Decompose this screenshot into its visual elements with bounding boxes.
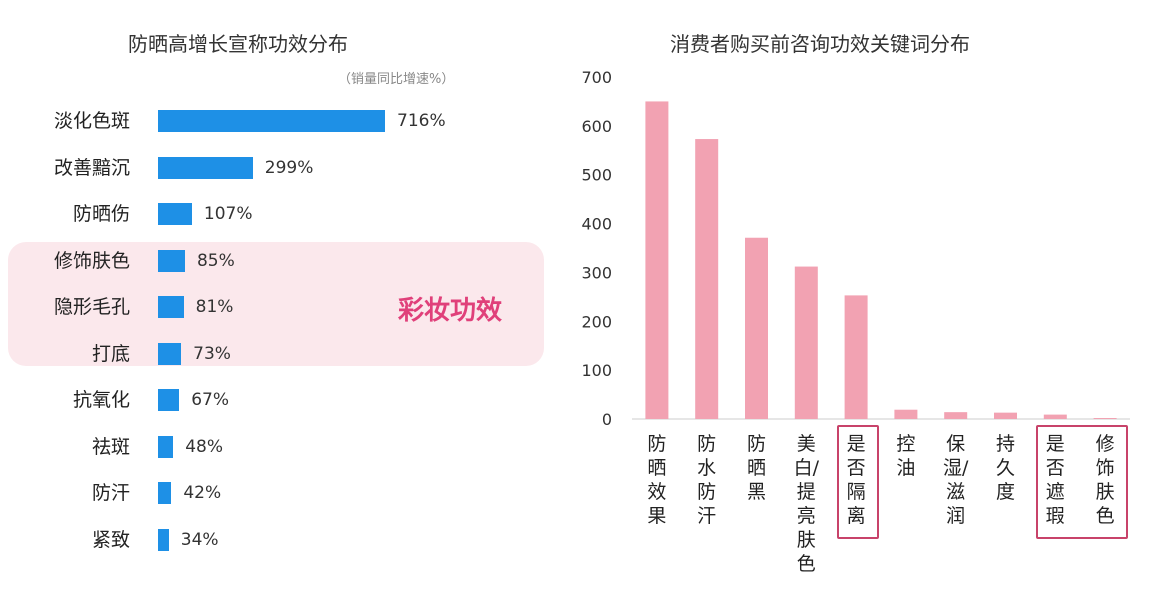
bar xyxy=(158,110,385,132)
category-label: 打底 xyxy=(91,342,130,365)
y-tick-label: 600 xyxy=(581,117,612,136)
left-chart-title: 防晒高增长宣称功效分布 xyxy=(128,32,348,56)
left-chart-panel: 防晒高增长宣称功效分布 （销量同比增速%） 彩妆功效 淡化色斑 716% 改善黯沉 2… xyxy=(0,0,570,598)
category-label: 改善黯沉 xyxy=(53,156,130,179)
bar xyxy=(1093,418,1117,419)
bar xyxy=(158,342,182,365)
bar xyxy=(158,389,180,411)
bar xyxy=(158,528,169,551)
category-label: 祛斑 xyxy=(91,435,130,458)
value-label: 299% xyxy=(264,157,314,178)
bar xyxy=(1043,414,1067,419)
highlight-band xyxy=(8,242,544,366)
bar xyxy=(158,249,185,272)
category-label: 防汗 xyxy=(91,482,130,504)
x-category-label: 修饰肤色 xyxy=(1095,433,1115,527)
x-category-label: 是否遮瑕 xyxy=(1045,433,1065,527)
bar xyxy=(695,139,719,419)
x-category-label: 持久度 xyxy=(995,433,1015,503)
category-label: 紧致 xyxy=(91,528,130,551)
y-tick-label: 700 xyxy=(581,68,612,87)
value-label: 107% xyxy=(203,204,253,224)
category-label: 修饰肤色 xyxy=(53,249,130,272)
value-label: 716% xyxy=(397,111,446,131)
highlight-frame xyxy=(1036,425,1128,539)
value-label: 73% xyxy=(193,343,231,364)
bar-row: 紧致 34% xyxy=(0,528,570,552)
value-label: 81% xyxy=(195,297,234,317)
bar xyxy=(745,237,768,419)
bar xyxy=(894,409,918,419)
category-label: 隐形毛孔 xyxy=(53,296,130,318)
bar-row: 淡化色斑 716% xyxy=(0,109,570,133)
bar-row: 防晒伤 107% xyxy=(0,202,570,226)
bar xyxy=(994,412,1017,419)
bar xyxy=(158,203,192,225)
category-label: 防晒伤 xyxy=(72,203,130,225)
y-tick-label: 500 xyxy=(581,166,612,185)
bar xyxy=(158,482,172,504)
value-label: 34% xyxy=(180,529,219,550)
bar xyxy=(794,266,818,419)
bar-row: 祛斑 48% xyxy=(0,435,570,459)
bar xyxy=(844,295,868,419)
right-chart-panel: 消费者购买前咨询功效关键词分布 0 100 200 300 400 500 600 700 防… xyxy=(570,0,1170,598)
y-tick-label: 200 xyxy=(581,312,612,331)
x-category-label: 控油 xyxy=(896,433,916,479)
bar-row: 防汗 42% xyxy=(0,481,570,505)
bar-row: 改善黯沉 299% xyxy=(0,156,570,180)
right-chart-plot: 0 100 200 300 400 500 600 700 xyxy=(581,68,1130,429)
highlight-label: 彩妆功效 xyxy=(398,296,503,326)
bar-row: 打底 73% xyxy=(0,342,570,366)
x-category-label: 防水防汗 xyxy=(697,433,717,527)
bar-row: 隐形毛孔 81% xyxy=(0,295,570,319)
bar xyxy=(158,156,253,179)
value-label: 42% xyxy=(183,483,222,503)
x-category-label: 保湿/滋润 xyxy=(942,433,969,527)
bar xyxy=(944,412,968,419)
bar xyxy=(158,296,184,318)
value-label: 67% xyxy=(191,390,230,410)
y-tick-label: 100 xyxy=(581,361,612,380)
x-category-label: 防晒效果 xyxy=(647,433,667,527)
y-tick-label: 0 xyxy=(602,410,612,429)
x-category-label: 防晒黑 xyxy=(746,433,766,503)
bar xyxy=(158,435,174,458)
highlight-frame xyxy=(837,425,879,539)
bar xyxy=(645,101,669,419)
category-label: 抗氧化 xyxy=(72,389,130,411)
bar-row: 抗氧化 67% xyxy=(0,388,570,412)
x-category-label: 是否隔离 xyxy=(846,433,866,527)
value-label: 85% xyxy=(196,250,235,271)
left-chart-subtitle: （销量同比增速%） xyxy=(338,72,455,87)
x-category-label: 美白/提亮肤色 xyxy=(793,433,819,575)
category-label: 淡化色斑 xyxy=(53,110,130,132)
value-label: 48% xyxy=(185,436,223,457)
y-tick-label: 300 xyxy=(581,263,612,282)
bar-row: 修饰肤色 85% xyxy=(0,249,570,273)
y-tick-label: 400 xyxy=(581,215,612,234)
right-chart-title: 消费者购买前咨询功效关键词分布 xyxy=(670,32,970,56)
